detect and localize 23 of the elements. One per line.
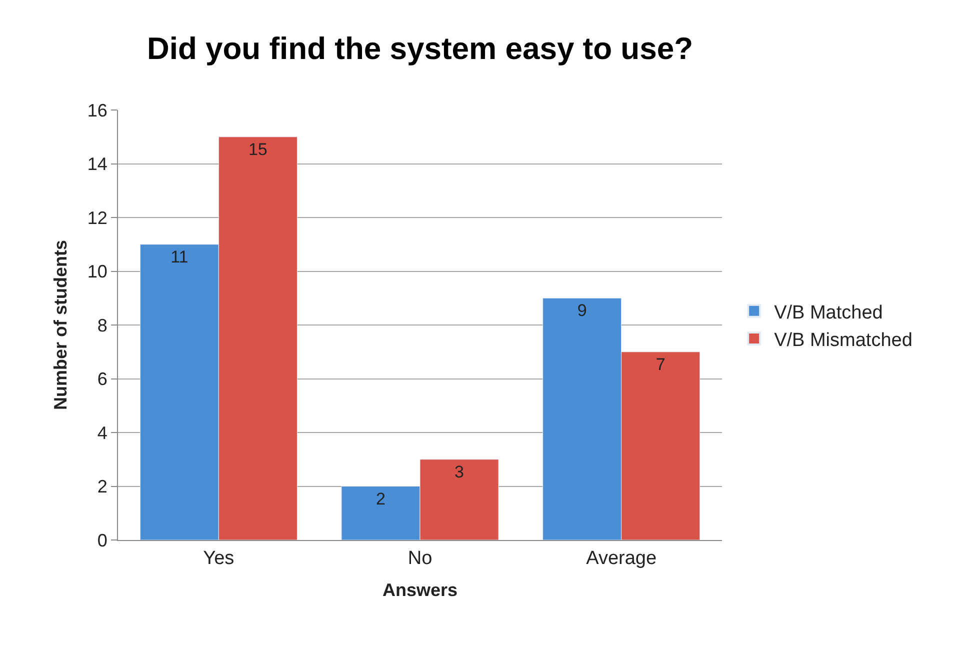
data-label: 11 <box>170 247 188 266</box>
data-label: 7 <box>656 354 666 374</box>
legend-label: V/B Matched <box>774 302 883 324</box>
y-tick-label: 4 <box>97 422 108 443</box>
y-tick-label: 10 <box>87 262 108 282</box>
y-tick-label: 2 <box>97 476 108 497</box>
y-tick-label: 16 <box>87 100 108 120</box>
y-tick-label: 14 <box>87 154 108 174</box>
y-axis-title: Number of students <box>50 240 71 410</box>
data-label: 15 <box>248 140 268 159</box>
y-tick-label: 6 <box>97 369 108 390</box>
x-tick-label: Yes <box>203 548 234 569</box>
x-axis-title: Answers <box>382 580 458 600</box>
data-label: 9 <box>577 301 587 320</box>
y-tick-label: 12 <box>87 208 108 228</box>
chart-title: Did you find the system easy to use? <box>146 31 694 66</box>
data-label: 2 <box>376 489 386 508</box>
x-tick-label: No <box>408 548 432 569</box>
legend-label: V/B Mismatched <box>774 330 912 351</box>
y-tick-label: 0 <box>97 530 108 550</box>
y-tick-label: 8 <box>97 315 108 336</box>
data-label: 3 <box>454 462 464 482</box>
x-tick-label: Average <box>586 548 657 569</box>
